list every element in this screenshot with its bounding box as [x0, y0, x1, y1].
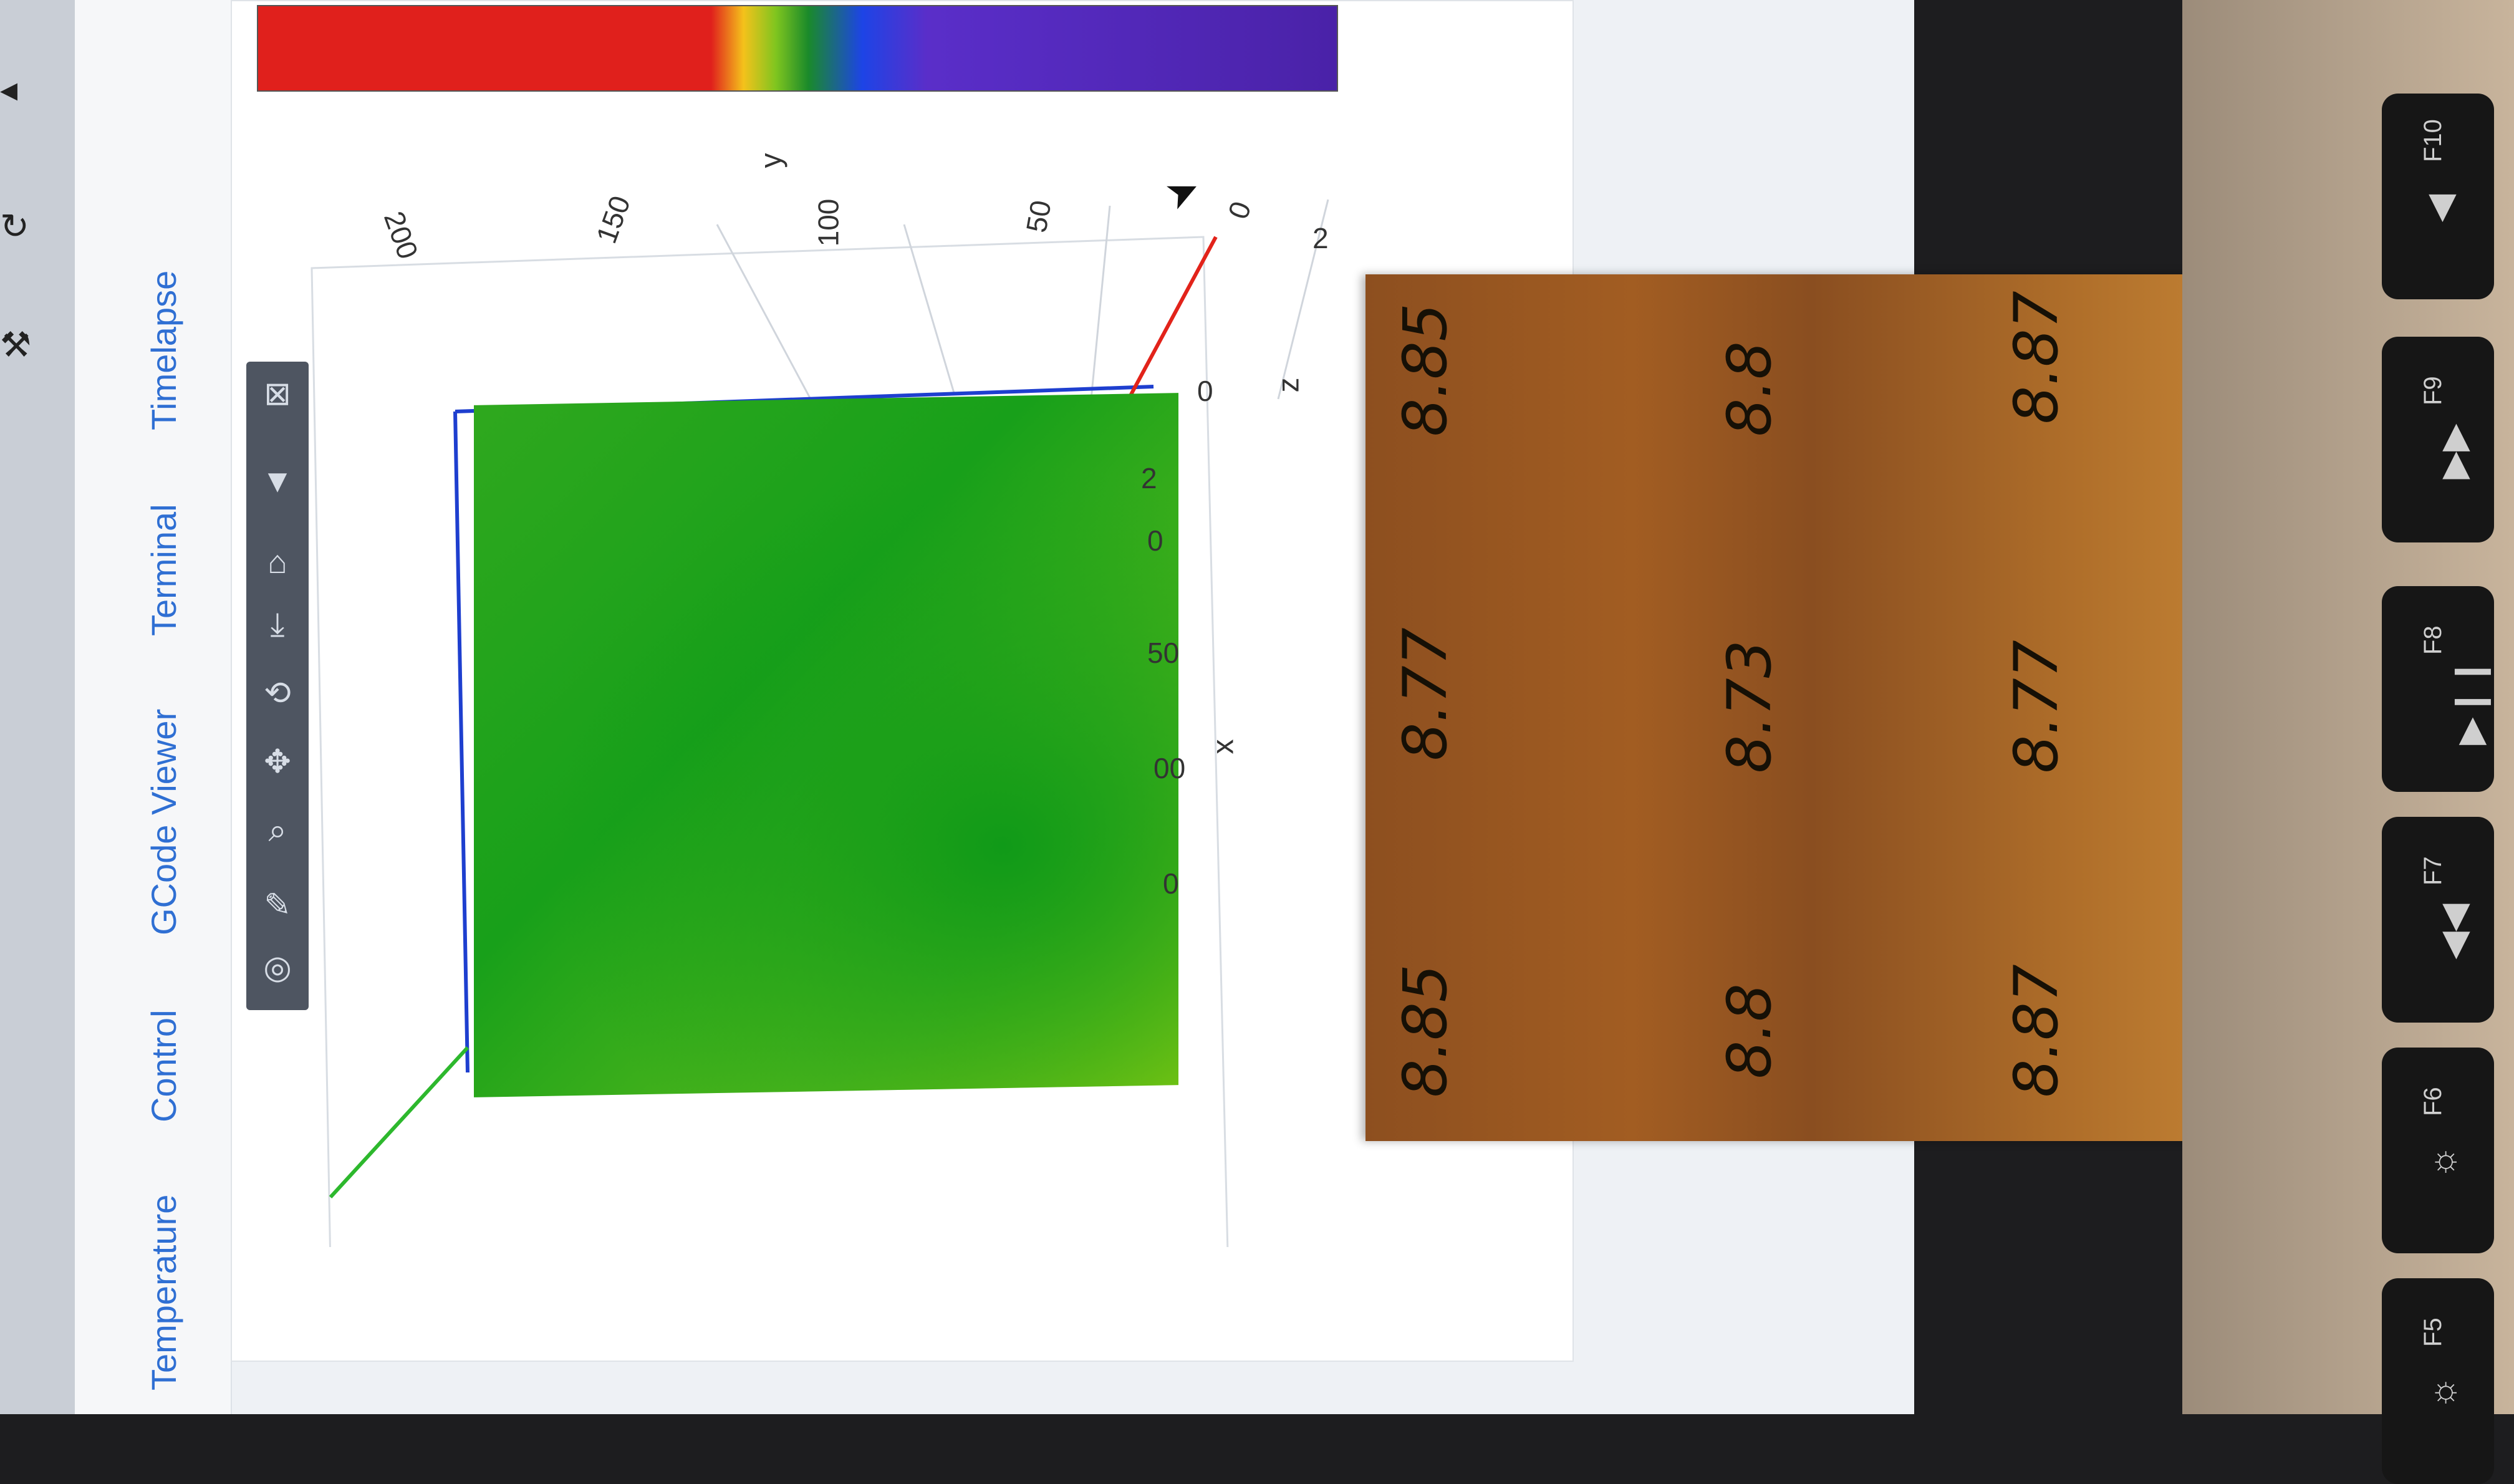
rewind-icon: ◀◀ [2433, 903, 2474, 960]
key-label: F5 [2419, 1318, 2447, 1347]
play-pause-icon: ▶❙❙ [2449, 657, 2490, 745]
camera-icon[interactable]: ◎ [263, 950, 292, 986]
tab-temperature[interactable]: Temperature [144, 1194, 183, 1390]
wrench-icon[interactable]: ⚒ [0, 325, 32, 364]
grid-line [716, 224, 812, 400]
y-tick-label: 50 [1019, 198, 1057, 235]
note-value: 8.8 [1715, 341, 1784, 436]
tab-gcode-viewer[interactable]: GCode Viewer [144, 708, 183, 935]
mesh-surface[interactable] [474, 393, 1178, 1097]
tab-bar: Temperature Control GCode Viewer Termina… [75, 0, 232, 1414]
tab-terminal[interactable]: Terminal [144, 504, 183, 636]
brightness-down-icon: ☼ [2422, 1376, 2463, 1410]
note-value: 8.87 [2001, 291, 2071, 424]
hover-icon[interactable]: ▼ [261, 463, 294, 499]
fast-forward-icon: ▶▶ [2433, 423, 2474, 479]
speaker-icon: ◂ [0, 69, 18, 108]
key-f8[interactable]: F8 ▶❙❙ [2382, 586, 2494, 792]
note-value: 8.73 [1715, 640, 1784, 773]
key-label: F6 [2419, 1087, 2447, 1116]
pencil-icon[interactable]: ✎ [264, 887, 291, 923]
note-value: 8.8 [1715, 983, 1784, 1079]
note-value: 8.85 [1390, 303, 1460, 436]
x-tick-label: 50 [1147, 637, 1180, 669]
key-label: F9 [2419, 376, 2447, 405]
z-axis-line [1127, 236, 1218, 400]
note-value: 8.77 [1390, 627, 1460, 761]
z-tick-label: 2 [1312, 222, 1329, 254]
x-tick-label: 00 [1153, 752, 1186, 784]
x-axis-edge-line [329, 1046, 470, 1199]
plotly-logo-icon[interactable]: ⊠ [264, 376, 291, 412]
key-f5[interactable]: F5 ☼ [2382, 1278, 2494, 1484]
handwritten-note: 8.85 8.77 8.85 8.8 8.73 8.8 8.87 8.77 8.… [1365, 274, 2257, 1141]
zoom-icon[interactable]: ⌕ [268, 812, 287, 849]
grid-line [903, 224, 955, 393]
note-value: 8.85 [1390, 964, 1460, 1097]
z-axis-label: z [1272, 377, 1306, 393]
tab-control[interactable]: Control [144, 1009, 183, 1122]
plot-colorbar [257, 5, 1338, 92]
mute-icon: ◀ [2419, 194, 2460, 223]
x-axis-label: x [1206, 739, 1240, 754]
x-axis-line [453, 411, 470, 1073]
grid-line [1277, 199, 1329, 400]
brightness-up-icon: ☼ [2422, 1145, 2463, 1179]
browser-side-strip: ◂ ↻ ⚒ [0, 0, 75, 1414]
y-axis-label: y [754, 153, 788, 168]
refresh-icon[interactable]: ↻ [0, 206, 29, 246]
key-label: F10 [2419, 119, 2447, 162]
x-tick-label: 2 [1141, 462, 1157, 494]
key-f6[interactable]: F6 ☼ [2382, 1048, 2494, 1253]
y-tick-label: 100 [812, 198, 845, 247]
tab-timelapse[interactable]: Timelapse [144, 270, 183, 430]
note-value: 8.87 [2001, 964, 2071, 1097]
turntable-icon[interactable]: ⤓ [270, 607, 285, 643]
orbit-icon[interactable]: ⟲ [264, 675, 291, 711]
note-value: 8.77 [2001, 640, 2071, 773]
pan-icon[interactable]: ✥ [264, 744, 291, 780]
key-f10[interactable]: F10 ◀ [2382, 94, 2494, 299]
grid-line [1090, 205, 1111, 400]
key-label: F8 [2419, 625, 2447, 655]
key-f9[interactable]: F9 ▶▶ [2382, 337, 2494, 542]
key-label: F7 [2419, 856, 2447, 885]
reset-camera-icon[interactable]: ⌂ [267, 544, 287, 581]
grid-box [311, 236, 1229, 1247]
z-tick-label: 0 [1197, 375, 1213, 407]
x-tick-label: 0 [1163, 867, 1179, 900]
key-f7[interactable]: F7 ◀◀ [2382, 817, 2494, 1023]
x-tick-label: 0 [1147, 524, 1163, 557]
plot-modebar: ◎ ✎ ⌕ ✥ ⟲ ⤓ ⌂ ▼ ⊠ [246, 362, 309, 1010]
